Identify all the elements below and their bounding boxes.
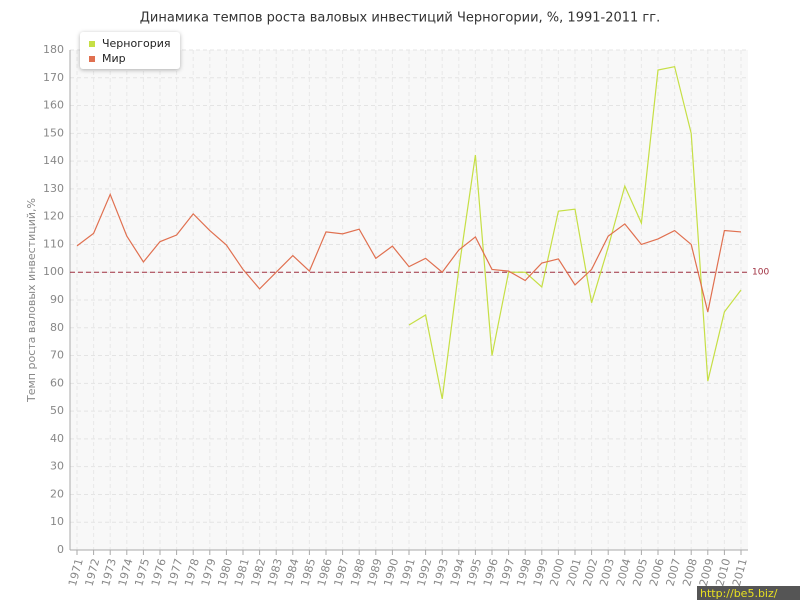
y-tick-label: 90 [50,293,64,306]
watermark: http://be5.biz/ [700,587,778,600]
y-axis-label: Темп роста валовых инвестиций,% [25,198,38,403]
y-tick-label: 0 [57,543,64,556]
y-tick-label: 130 [43,182,64,195]
y-tick-label: 60 [50,376,64,389]
reference-label: 100 [752,268,769,278]
y-tick-label: 150 [43,126,64,139]
y-tick-label: 120 [43,210,64,223]
series-line [408,65,742,400]
series-line [76,192,742,313]
y-tick-label: 80 [50,321,64,334]
y-tick-label: 100 [43,265,64,278]
y-tick-label: 140 [43,154,64,167]
y-tick-label: 180 [43,43,64,56]
y-tick-label: 20 [50,487,64,500]
legend-swatch [89,41,95,47]
watermark-bg [697,586,800,600]
y-tick-label: 30 [50,460,64,473]
y-tick-label: 10 [50,515,64,528]
legend [80,32,180,69]
y-tick-label: 40 [50,432,64,445]
y-tick-label: 170 [43,71,64,84]
legend-swatch [89,56,95,62]
legend-label: Мир [102,52,126,65]
y-tick-label: 70 [50,349,64,362]
y-tick-label: 110 [43,237,64,250]
legend-label: Черногория [102,37,170,50]
chart-title: Динамика темпов роста валовых инвестиций… [140,11,660,26]
y-tick-label: 50 [50,404,64,417]
y-tick-label: 160 [43,99,64,112]
